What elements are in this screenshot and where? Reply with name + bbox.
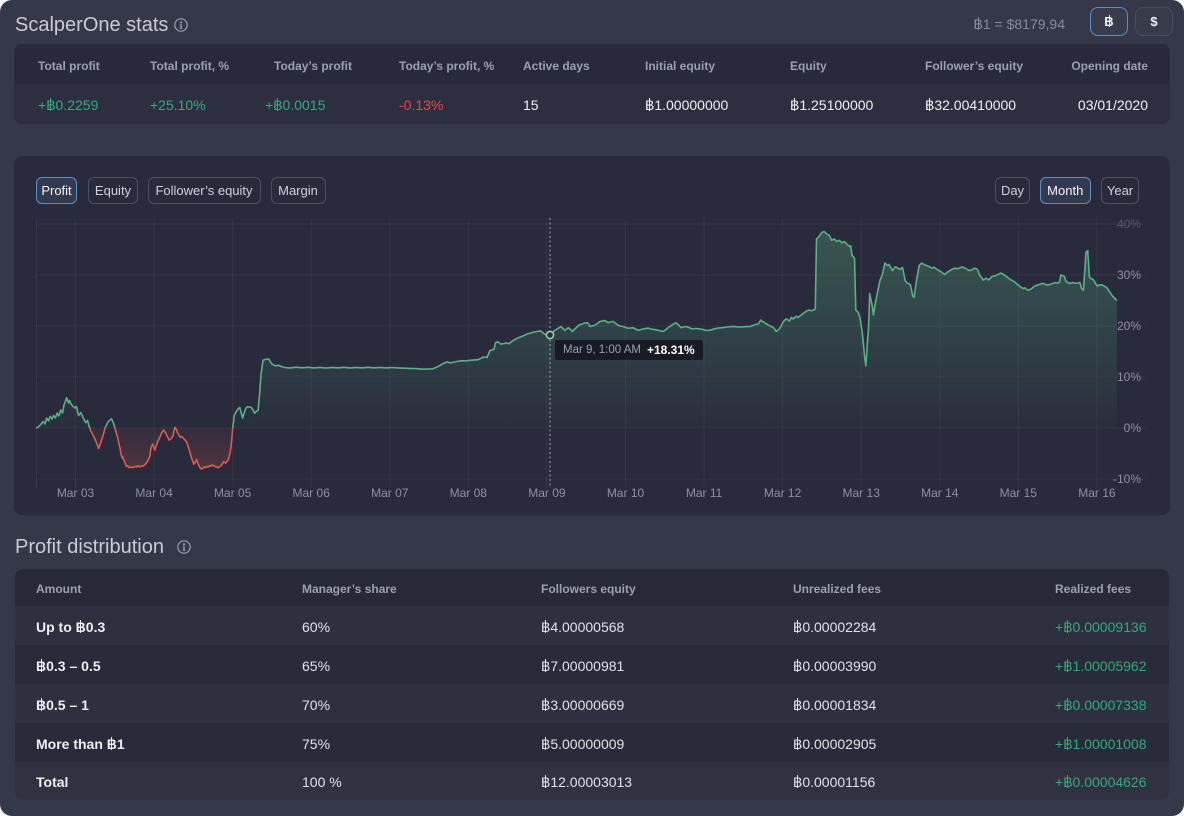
svg-text:20%: 20% [1117,319,1141,333]
svg-text:30%: 30% [1117,268,1141,282]
svg-text:Mar 06: Mar 06 [293,486,331,500]
svg-text:Mar 15: Mar 15 [1000,486,1038,500]
svg-text:Mar 11: Mar 11 [686,486,723,500]
svg-text:0%: 0% [1124,421,1142,435]
svg-text:Mar 08: Mar 08 [450,486,488,500]
svg-text:Mar 10: Mar 10 [607,486,645,500]
svg-text:Mar 14: Mar 14 [921,486,959,500]
svg-text:-10%: -10% [1113,472,1141,486]
svg-text:40%: 40% [1117,217,1141,231]
svg-text:10%: 10% [1117,370,1141,384]
svg-text:Mar 13: Mar 13 [843,486,881,500]
svg-text:Mar 03: Mar 03 [57,486,95,500]
svg-text:Mar 09: Mar 09 [528,486,566,500]
svg-text:Mar 04: Mar 04 [135,486,173,500]
svg-text:Mar 12: Mar 12 [764,486,802,500]
svg-text:Mar 07: Mar 07 [371,486,409,500]
svg-text:Mar 05: Mar 05 [214,486,252,500]
svg-text:Mar 16: Mar 16 [1078,486,1116,500]
